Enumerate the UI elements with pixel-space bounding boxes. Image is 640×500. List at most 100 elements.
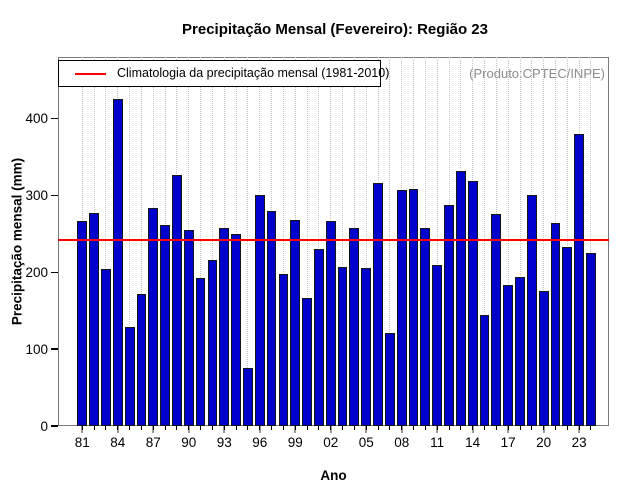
x-axis-tick — [531, 426, 533, 430]
gridline — [590, 57, 592, 426]
x-tick-label: 02 — [323, 435, 339, 450]
bar — [77, 220, 88, 426]
x-axis-tick — [472, 426, 474, 430]
bar — [136, 293, 147, 426]
x-axis-tick — [223, 426, 225, 430]
bar — [455, 170, 466, 426]
x-axis-tick — [259, 426, 261, 430]
bar — [479, 315, 490, 426]
x-axis-tick — [271, 426, 273, 430]
bar — [574, 133, 585, 426]
gridline — [105, 57, 107, 426]
x-axis-tick — [389, 426, 391, 430]
bar — [160, 224, 170, 426]
bar — [243, 368, 253, 426]
x-axis-title: Ano — [320, 468, 347, 483]
bar — [89, 213, 100, 426]
bar — [172, 175, 182, 426]
chart-title: Precipitação Mensal (Fevereiro): Região … — [182, 21, 488, 38]
bar — [148, 207, 159, 426]
source-annotation: (Produto:CPTEC/INPE) — [469, 66, 605, 81]
gridline — [129, 57, 131, 426]
x-axis-tick — [413, 426, 415, 430]
gridline — [306, 57, 308, 426]
y-axis-tick — [51, 425, 58, 427]
bar — [302, 297, 312, 426]
gridline — [200, 57, 202, 426]
x-tick-label: 81 — [74, 435, 90, 450]
bar — [124, 326, 135, 426]
gridline — [519, 57, 521, 426]
gridline — [436, 57, 438, 426]
x-axis-tick — [448, 426, 450, 430]
bar — [361, 268, 372, 426]
gridline — [484, 57, 486, 426]
bar — [195, 278, 206, 426]
bar — [254, 195, 265, 426]
x-axis-tick — [140, 426, 142, 430]
bar — [101, 269, 111, 426]
x-axis-tick — [152, 426, 154, 430]
x-axis-tick — [176, 426, 178, 430]
bar — [219, 227, 230, 426]
bar — [586, 253, 596, 426]
x-axis-tick — [590, 426, 592, 430]
y-axis-title: Precipitação mensal (mm) — [9, 157, 25, 326]
bar — [183, 229, 194, 426]
x-axis-tick — [235, 426, 237, 430]
gridline — [247, 57, 249, 426]
bar — [420, 227, 431, 426]
bar — [538, 290, 549, 426]
x-tick-label: 90 — [181, 435, 197, 450]
x-tick-label: 20 — [536, 435, 552, 450]
bar — [290, 219, 301, 426]
x-tick-label: 14 — [465, 435, 481, 450]
bar — [337, 266, 348, 426]
gridline — [211, 57, 213, 426]
x-axis-tick — [401, 426, 403, 430]
x-axis-tick — [81, 426, 83, 430]
y-axis-tick — [51, 348, 58, 350]
x-tick-label: 11 — [430, 435, 445, 450]
x-axis-tick — [211, 426, 213, 430]
x-tick-label: 08 — [394, 435, 410, 450]
gridline — [365, 57, 367, 426]
bar — [503, 285, 514, 426]
x-tick-label: 17 — [500, 435, 516, 450]
x-axis-tick — [578, 426, 580, 430]
x-axis-tick — [436, 426, 438, 430]
x-axis-tick — [330, 426, 332, 430]
legend-box: Climatologia da precipitação mensal (198… — [58, 60, 389, 87]
x-axis-tick — [424, 426, 426, 430]
bar — [373, 183, 383, 426]
bar — [325, 220, 336, 426]
x-axis-tick — [200, 426, 202, 430]
gridline — [140, 57, 142, 426]
bar — [515, 276, 525, 426]
bar — [207, 259, 218, 426]
gridline — [389, 57, 391, 426]
bar — [562, 246, 573, 426]
bar — [444, 205, 454, 426]
x-axis-tick — [365, 426, 367, 430]
bar — [314, 249, 324, 426]
x-axis-tick — [318, 426, 320, 430]
bar — [526, 195, 537, 426]
x-axis-tick — [129, 426, 131, 430]
legend-label: Climatologia da precipitação mensal (198… — [117, 66, 390, 80]
x-axis-tick — [188, 426, 190, 430]
legend-line-sample — [75, 72, 106, 75]
y-tick-label: 100 — [25, 341, 48, 357]
y-axis-tick — [51, 194, 58, 197]
bar — [467, 180, 478, 426]
x-axis-tick — [282, 426, 284, 430]
bar — [231, 233, 241, 426]
gridline — [543, 57, 545, 426]
x-axis-tick — [342, 426, 344, 430]
bar — [349, 228, 360, 426]
x-axis-tick — [164, 426, 166, 430]
x-axis-tick — [306, 426, 308, 430]
x-axis-tick — [519, 426, 521, 430]
gridline — [507, 57, 509, 426]
